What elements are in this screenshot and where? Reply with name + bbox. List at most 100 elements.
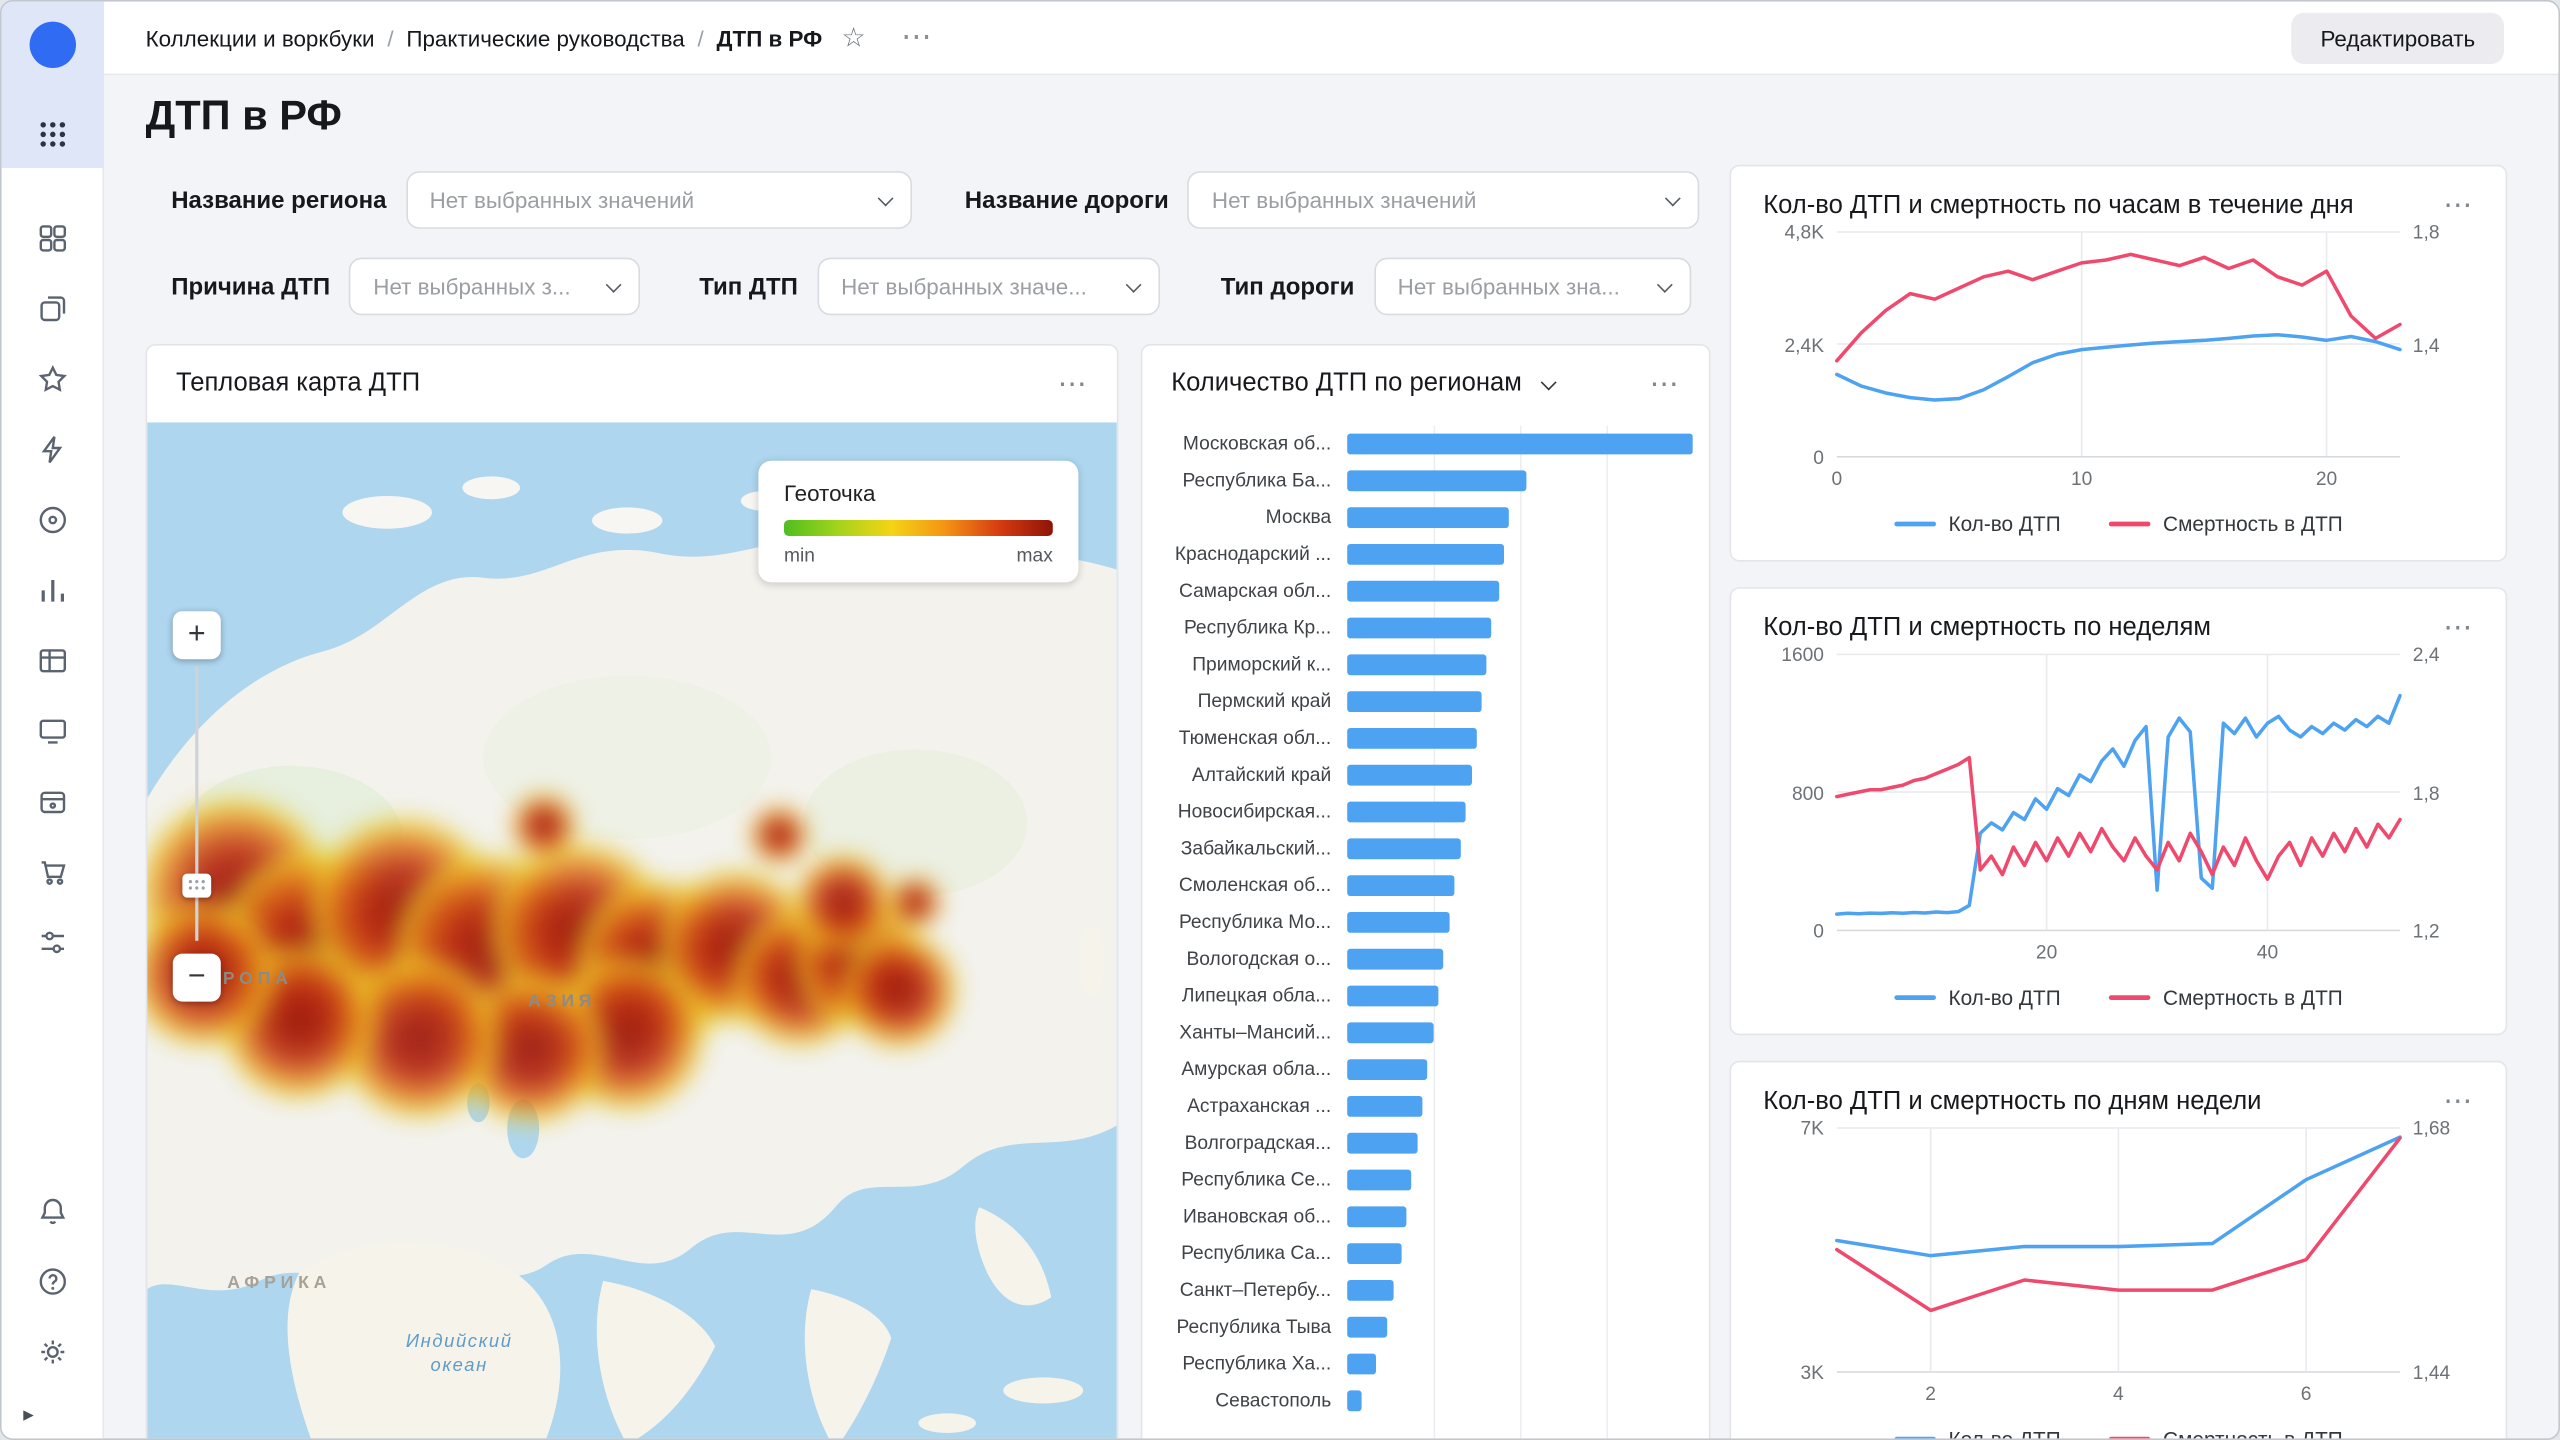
- legend-item[interactable]: Смертность в ДТП: [2109, 511, 2343, 535]
- chart-hours-more-icon[interactable]: ⋯: [2443, 189, 2473, 223]
- chart-weeks-more-icon[interactable]: ⋯: [2443, 611, 2473, 645]
- bar[interactable]: [1347, 986, 1438, 1007]
- bar-row[interactable]: [1347, 610, 1693, 647]
- collapse-chevron-icon[interactable]: [1541, 374, 1557, 390]
- bar-row[interactable]: [1347, 1051, 1693, 1088]
- bell-icon[interactable]: [22, 1182, 83, 1240]
- filter-cause-select[interactable]: Нет выбранных з...: [349, 258, 640, 316]
- bar[interactable]: [1347, 802, 1465, 823]
- bar-row[interactable]: [1347, 462, 1693, 499]
- monitor-icon[interactable]: [22, 702, 83, 760]
- chart-days-more-icon[interactable]: ⋯: [2443, 1085, 2473, 1119]
- bar[interactable]: [1347, 654, 1487, 675]
- bar[interactable]: [1347, 434, 1693, 455]
- edit-button[interactable]: Редактировать: [2292, 12, 2504, 63]
- bar[interactable]: [1347, 1133, 1417, 1154]
- bar-row[interactable]: [1347, 426, 1693, 463]
- bar[interactable]: [1347, 765, 1472, 786]
- bar-row[interactable]: [1347, 830, 1693, 867]
- breadcrumb-item-collections[interactable]: Коллекции и воркбуки: [146, 25, 375, 51]
- zoom-out-button[interactable]: −: [173, 954, 221, 1002]
- apps-grid-icon[interactable]: [22, 106, 83, 164]
- bar[interactable]: [1347, 1354, 1376, 1375]
- gear-icon[interactable]: [22, 1323, 83, 1381]
- bar[interactable]: [1347, 1170, 1411, 1191]
- collections-icon[interactable]: [22, 280, 83, 338]
- bar-row[interactable]: [1347, 794, 1693, 831]
- bar-row[interactable]: [1347, 1198, 1693, 1235]
- bar[interactable]: [1347, 1022, 1433, 1043]
- favorite-star-icon[interactable]: ☆: [841, 22, 865, 54]
- bar-row[interactable]: [1347, 1162, 1693, 1199]
- bar[interactable]: [1347, 949, 1444, 970]
- chart-icon[interactable]: [22, 562, 83, 620]
- legend-item[interactable]: Смертность в ДТП: [2109, 1426, 2343, 1440]
- zoom-slider-track[interactable]: [195, 666, 198, 941]
- expand-panel-button[interactable]: ▸: [1, 1390, 103, 1438]
- filter-road-select[interactable]: Нет выбранных значений: [1188, 171, 1700, 229]
- bar-row[interactable]: [1347, 536, 1693, 573]
- favorites-star-icon[interactable]: [22, 350, 83, 408]
- bar-row[interactable]: [1347, 720, 1693, 757]
- filter-region-select[interactable]: Нет выбранных значений: [406, 171, 912, 229]
- bar[interactable]: [1347, 618, 1490, 639]
- legend-item[interactable]: Кол-во ДТП: [1894, 985, 2061, 1009]
- help-icon[interactable]: [22, 1253, 83, 1311]
- bar-row[interactable]: [1347, 1346, 1693, 1383]
- zoom-in-button[interactable]: +: [173, 611, 221, 659]
- bar[interactable]: [1347, 1096, 1422, 1117]
- regions-more-icon[interactable]: ⋯: [1650, 367, 1680, 401]
- bar-row[interactable]: [1347, 683, 1693, 720]
- bar[interactable]: [1347, 507, 1508, 528]
- bar-row[interactable]: [1347, 867, 1693, 904]
- bar[interactable]: [1347, 1280, 1394, 1301]
- filter-accident-type-select[interactable]: Нет выбранных значе...: [817, 258, 1159, 316]
- bar-row[interactable]: [1347, 573, 1693, 610]
- breadcrumb-item-guides[interactable]: Практические руководства: [406, 25, 684, 51]
- cart-icon[interactable]: [22, 843, 83, 901]
- bar[interactable]: [1347, 691, 1481, 712]
- tiles-icon[interactable]: [22, 210, 83, 268]
- bar[interactable]: [1347, 581, 1499, 602]
- heatmap-more-icon[interactable]: ⋯: [1058, 367, 1088, 401]
- bar[interactable]: [1347, 1390, 1361, 1411]
- legend-item[interactable]: Кол-во ДТП: [1894, 511, 2061, 535]
- bar-row[interactable]: [1347, 1309, 1693, 1346]
- bar-row[interactable]: [1347, 1382, 1693, 1419]
- bar[interactable]: [1347, 1206, 1406, 1227]
- bar-row[interactable]: [1347, 1272, 1693, 1309]
- bar-row[interactable]: [1347, 904, 1693, 941]
- table-icon[interactable]: [22, 632, 83, 690]
- disc-icon[interactable]: [22, 491, 83, 549]
- plot-area[interactable]: [1837, 1128, 2400, 1373]
- legend-item[interactable]: Кол-во ДТП: [1894, 1426, 2061, 1440]
- bar[interactable]: [1347, 875, 1454, 896]
- map-canvas[interactable]: ЕВРОПА АЗИЯ АФРИКА Индийский океан Геото…: [147, 422, 1117, 1440]
- bar-row[interactable]: [1347, 941, 1693, 978]
- legend-item[interactable]: Смертность в ДТП: [2109, 985, 2343, 1009]
- bar[interactable]: [1347, 838, 1460, 859]
- storage-box-icon[interactable]: [22, 773, 83, 831]
- header-more-icon[interactable]: ⋯: [901, 19, 931, 56]
- zoom-slider-handle[interactable]: [182, 874, 211, 898]
- bar[interactable]: [1347, 1317, 1386, 1338]
- plot-area[interactable]: [1837, 654, 2400, 931]
- bar[interactable]: [1347, 1059, 1428, 1080]
- sliders-icon[interactable]: [22, 914, 83, 972]
- lightning-icon[interactable]: [22, 421, 83, 479]
- bar[interactable]: [1347, 912, 1449, 933]
- bar-row[interactable]: [1347, 1235, 1693, 1272]
- bar-row[interactable]: [1347, 646, 1693, 683]
- bar[interactable]: [1347, 728, 1476, 749]
- bar[interactable]: [1347, 1243, 1401, 1264]
- bar[interactable]: [1347, 544, 1505, 565]
- bar[interactable]: [1347, 470, 1526, 491]
- filter-road-type-select[interactable]: Нет выбранных зна...: [1374, 258, 1691, 316]
- bar-row[interactable]: [1347, 1014, 1693, 1051]
- datalens-logo-icon[interactable]: [25, 18, 79, 80]
- plot-area[interactable]: [1837, 232, 2400, 458]
- bar-row[interactable]: [1347, 1088, 1693, 1125]
- bar-row[interactable]: [1347, 978, 1693, 1015]
- bar-row[interactable]: [1347, 757, 1693, 794]
- bar-row[interactable]: [1347, 499, 1693, 536]
